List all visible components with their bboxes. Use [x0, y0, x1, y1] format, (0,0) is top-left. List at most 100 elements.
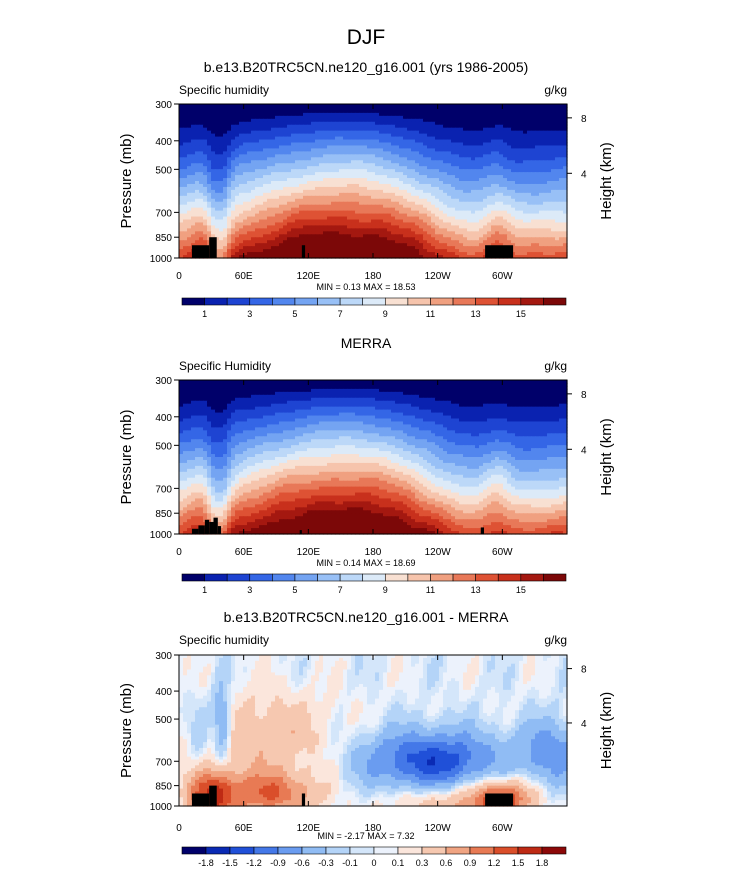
- contour-cell: [535, 112, 540, 117]
- contour-cell: [403, 121, 408, 126]
- contour-cell: [563, 124, 568, 129]
- contour-cell: [287, 121, 292, 126]
- contour-cell: [515, 109, 520, 114]
- contour-cell: [543, 104, 548, 108]
- contour-cell: [203, 127, 208, 132]
- contour-cell: [395, 124, 400, 129]
- contour-cell: [219, 106, 224, 111]
- contour-cell: [187, 112, 192, 117]
- contour-cell: [191, 121, 196, 126]
- contour-cell: [227, 127, 232, 132]
- contour-cell: [563, 106, 568, 111]
- contour-cell: [299, 121, 304, 126]
- contour-cell: [291, 121, 296, 126]
- contour-cell: [391, 112, 396, 117]
- contour-cell: [471, 109, 476, 114]
- contour-cell: [511, 124, 516, 129]
- contour-cell: [495, 121, 500, 126]
- contour-cell: [515, 118, 520, 123]
- contour-cell: [459, 112, 464, 117]
- contour-cell: [183, 127, 188, 132]
- contour-cell: [355, 118, 360, 123]
- contour-cell: [351, 121, 356, 126]
- contour-cell: [359, 115, 364, 120]
- contour-cell: [443, 106, 448, 111]
- contour-cell: [351, 127, 356, 132]
- contour-cell: [227, 106, 232, 111]
- contour-cell: [215, 124, 220, 129]
- contour-cell: [351, 115, 356, 120]
- contour-cell: [203, 112, 208, 117]
- contour-cell: [347, 121, 352, 126]
- contour-cell: [243, 109, 248, 114]
- contour-cell: [247, 115, 252, 120]
- contour-cell: [379, 127, 384, 132]
- contour-cell: [459, 121, 464, 126]
- contour-cell: [455, 109, 460, 114]
- contour-cell: [523, 115, 528, 120]
- contour-cell: [211, 112, 216, 117]
- contour-cell: [279, 121, 284, 126]
- contour-cell: [551, 109, 556, 114]
- contour-cell: [343, 112, 348, 117]
- contour-cell: [219, 124, 224, 129]
- contour-cell: [303, 106, 308, 111]
- contour-cell: [419, 118, 424, 123]
- contour-cell: [547, 109, 552, 114]
- contour-cell: [327, 121, 332, 126]
- contour-cell: [419, 109, 424, 114]
- contour-cell: [187, 109, 192, 114]
- contour-cell: [347, 127, 352, 132]
- contour-cell: [319, 127, 324, 132]
- contour-cell: [203, 121, 208, 126]
- contour-cell: [267, 106, 272, 111]
- contour-cell: [271, 124, 276, 129]
- contour-cell: [423, 121, 428, 126]
- contour-cell: [319, 124, 324, 129]
- contour-cell: [539, 112, 544, 117]
- contour-cell: [383, 124, 388, 129]
- contour-cell: [391, 124, 396, 129]
- contour-cell: [295, 115, 300, 120]
- contour-cell: [479, 121, 484, 126]
- contour-cell: [407, 115, 412, 120]
- contour-cell: [383, 109, 388, 114]
- contour-cell: [551, 118, 556, 123]
- contour-cell: [387, 104, 392, 108]
- contour-cell: [411, 104, 416, 108]
- contour-cell: [371, 109, 376, 114]
- contour-cell: [471, 127, 476, 132]
- contour-cell: [311, 115, 316, 120]
- contour-cell: [519, 112, 524, 117]
- contour-cell: [347, 106, 352, 111]
- contour-cell: [183, 115, 188, 120]
- contour-cell: [471, 115, 476, 120]
- contour-cell: [191, 124, 196, 129]
- contour-cell: [563, 118, 568, 123]
- contour-cell: [351, 106, 356, 111]
- contour-cell: [223, 112, 228, 117]
- contour-cell: [191, 112, 196, 117]
- contour-cell: [291, 112, 296, 117]
- contour-cell: [299, 109, 304, 114]
- panel-model: b.e13.B20TRC5CN.ne120_g16.001 (yrs 1986-…: [118, 59, 615, 319]
- contour-cell: [515, 115, 520, 120]
- contour-cell: [395, 121, 400, 126]
- filled-contour-field: [179, 104, 568, 259]
- contour-cell: [251, 106, 256, 111]
- contour-cell: [463, 115, 468, 120]
- contour-cell: [195, 127, 200, 132]
- contour-cell: [415, 124, 420, 129]
- contour-cell: [419, 115, 424, 120]
- contour-cell: [411, 124, 416, 129]
- contour-cell: [315, 104, 320, 108]
- contour-cell: [451, 127, 456, 132]
- contour-cell: [359, 112, 364, 117]
- contour-cell: [307, 106, 312, 111]
- contour-cell: [431, 124, 436, 129]
- contour-cell: [275, 104, 280, 108]
- contour-cell: [203, 104, 208, 108]
- contour-cell: [527, 121, 532, 126]
- contour-cell: [379, 124, 384, 129]
- contour-cell: [251, 104, 256, 108]
